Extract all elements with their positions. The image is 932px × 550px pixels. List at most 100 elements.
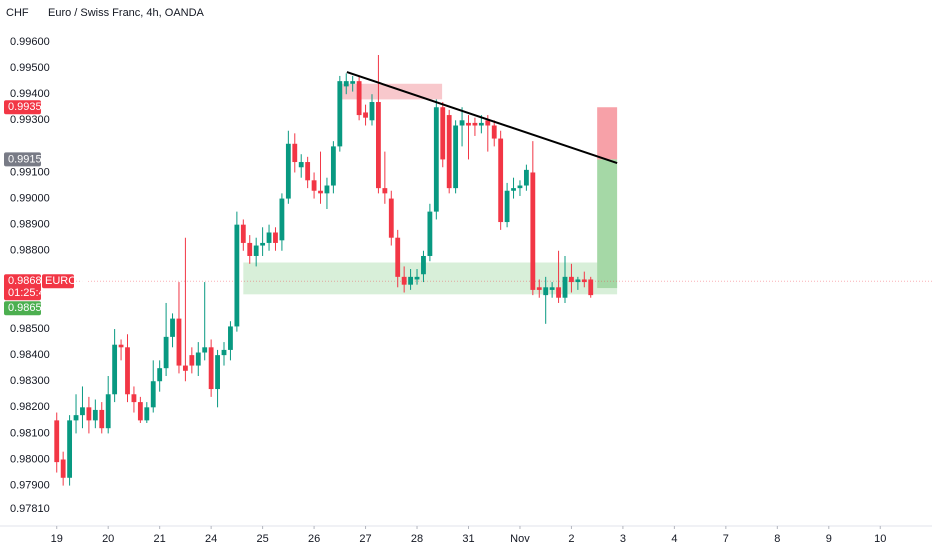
price-badge: 0.99150 (4, 152, 48, 167)
candle-body (485, 120, 491, 126)
x-tick-label: 25 (256, 533, 268, 545)
candle-body (504, 190, 510, 223)
candle-body (92, 409, 98, 421)
candle-body (54, 420, 60, 463)
candle-body (575, 279, 581, 283)
candle-body (388, 198, 394, 238)
candle-body (195, 352, 201, 366)
candle-body (305, 162, 311, 181)
candle-body (408, 276, 414, 285)
symbol-badge-bg (42, 274, 74, 289)
price-badge-bg (4, 301, 41, 316)
x-tick-label: 31 (462, 533, 474, 545)
candle-body (543, 287, 549, 296)
price-badge-countdown: 01:25:44 (8, 287, 51, 299)
candle-body (189, 355, 195, 366)
y-tick-label: 0.99000 (10, 192, 50, 204)
candle-body (414, 276, 420, 280)
candle-body (459, 120, 465, 126)
y-tick-label: 0.97810 (10, 503, 50, 515)
candle-body (202, 347, 208, 353)
candle-body (536, 287, 542, 290)
x-tick-label: 8 (774, 533, 780, 545)
candle-body (112, 344, 118, 395)
symbol-badge-label: EURCHF (45, 275, 91, 287)
y-tick-label: 0.98300 (10, 375, 50, 387)
candle-body (549, 287, 555, 290)
candle-body (170, 318, 175, 337)
candle-body (343, 81, 349, 87)
x-tick-label: 7 (723, 533, 729, 545)
candle-body (234, 224, 240, 327)
candle-body (215, 355, 220, 390)
candle-body (511, 188, 516, 191)
candle-body (330, 146, 336, 186)
candle-body (478, 122, 484, 126)
zone (597, 159, 618, 289)
x-tick-label: 28 (411, 533, 423, 545)
candle-body (311, 180, 317, 191)
x-tick-label: 27 (359, 533, 371, 545)
zone (597, 107, 618, 160)
y-tick-label: 0.98800 (10, 245, 50, 257)
price-badge-label: 0.98650 (8, 302, 48, 314)
candle-body (80, 407, 85, 416)
candle-body (556, 287, 561, 298)
candle-body (73, 415, 79, 421)
candle-body (588, 279, 594, 296)
candle-body (144, 407, 150, 421)
candle-body (253, 245, 259, 256)
price-badge: 0.98650 (4, 301, 48, 316)
candle-body (67, 420, 73, 478)
candle-body (562, 276, 568, 298)
y-tick-label: 0.98100 (10, 427, 50, 439)
candle-body (523, 169, 529, 186)
candle-body (125, 347, 130, 395)
price-badge-label: 0.99150 (8, 153, 48, 165)
price-badge-bg (4, 100, 41, 115)
x-tick-label: 10 (874, 533, 886, 545)
candle-body (581, 279, 587, 283)
candle-body (157, 368, 163, 382)
candle-body (395, 237, 401, 277)
candle-body (433, 107, 439, 212)
candle-body (318, 190, 323, 194)
candle-body (472, 122, 478, 126)
y-tick-label: 0.98900 (10, 219, 50, 231)
candle-body (440, 107, 446, 160)
chart-title: Euro / Swiss Franc, 4h, OANDA (48, 7, 205, 19)
y-tick-label: 0.98500 (10, 323, 50, 335)
x-tick-label: 3 (620, 533, 626, 545)
candle-body (137, 402, 143, 421)
candle-body (324, 185, 330, 194)
candle-body (99, 409, 105, 429)
candle-body (382, 188, 388, 194)
candle-body (337, 81, 343, 147)
candle-body (285, 143, 291, 199)
price-badge-bg (4, 274, 41, 301)
candle-body (292, 143, 298, 163)
candle-body (273, 232, 278, 243)
x-tick-label: 4 (671, 533, 677, 545)
price-badge-label: 0.99350 (8, 101, 48, 113)
candle-body (363, 112, 368, 118)
candle-body (208, 347, 214, 390)
candle-body (86, 407, 92, 421)
candle-body (569, 276, 574, 283)
price-badge-label: 0.98683 (8, 275, 48, 287)
x-tick-label: 24 (205, 533, 217, 545)
candle-body (369, 102, 375, 121)
y-tick-label: 0.99300 (10, 114, 50, 126)
x-tick-label: 21 (154, 533, 166, 545)
x-tick-label: 19 (51, 533, 63, 545)
x-tick-label: 2 (568, 533, 574, 545)
y-tick-label: 0.99400 (10, 88, 50, 100)
y-tick-label: 0.98000 (10, 453, 50, 465)
candle-body (491, 125, 497, 139)
candle-body (228, 326, 233, 350)
price-badge: 0.99350 (4, 100, 48, 115)
candle-body (240, 224, 246, 243)
candle-body (350, 81, 356, 84)
candle-body (247, 242, 253, 256)
